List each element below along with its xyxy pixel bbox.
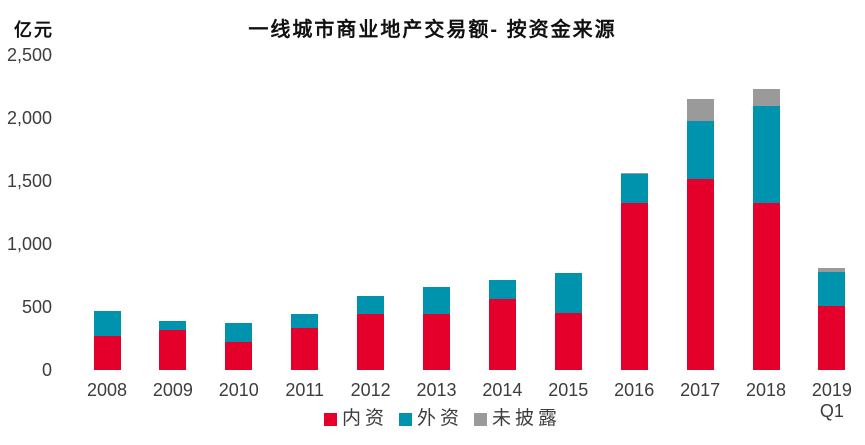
bar-2012: [357, 295, 385, 370]
x-tick-label: 2010: [218, 380, 259, 400]
bar-segment-domestic: [686, 178, 714, 370]
bar-2017: [686, 98, 714, 370]
x-tick-label: 2014: [482, 380, 523, 400]
bar-segment-foreign: [752, 106, 780, 203]
legend-label: 内资: [341, 408, 388, 429]
bar-segment-domestic: [620, 202, 648, 370]
bar-segment-foreign: [159, 320, 187, 330]
bar-2019-q1: [818, 267, 846, 370]
bar-2013: [423, 287, 450, 370]
x-tick-label: 2009: [152, 380, 193, 400]
bar-2016: [620, 172, 648, 370]
bar-2010: [225, 322, 253, 370]
bar-segment-domestic: [159, 329, 187, 370]
bar-2014: [488, 279, 516, 370]
legend-item-undisclosed: 未披露: [474, 408, 561, 430]
bar-2009: [159, 320, 187, 370]
legend: 内资 外资 未披露: [10, 408, 865, 430]
y-tick-label: 500: [21, 296, 52, 317]
bar-segment-foreign: [291, 314, 319, 328]
legend-label: 未披露: [492, 408, 562, 429]
bar-segment-domestic: [93, 335, 121, 370]
bar-2018: [752, 88, 780, 370]
legend-swatch-undisclosed: [474, 413, 487, 426]
bar-segment-foreign: [686, 121, 714, 179]
bar-segment-foreign: [93, 311, 121, 336]
x-tick-label: 2011: [285, 380, 325, 400]
x-tick-label: 2017: [680, 380, 721, 400]
legend-item-domestic: 内资: [323, 408, 388, 430]
bar-segment-domestic: [818, 306, 846, 370]
bar-segment-foreign: [357, 295, 385, 315]
bar-2011: [291, 314, 319, 370]
legend-label: 外资: [416, 408, 463, 429]
bar-segment-domestic: [225, 341, 253, 370]
bar-segment-foreign: [423, 287, 450, 315]
x-tick-label: 2016: [614, 380, 655, 400]
y-tick-label: 2,500: [6, 44, 52, 65]
bar-segment-foreign: [488, 279, 516, 299]
bar-segment-foreign: [620, 173, 648, 203]
bar-segment-undisclosed: [752, 88, 780, 107]
x-tick-label: 2018: [745, 380, 787, 400]
bar-segment-foreign: [225, 322, 253, 342]
bar-segment-domestic: [291, 327, 319, 370]
x-tick-label: 2012: [350, 380, 391, 400]
bar-segment-foreign: [554, 273, 582, 314]
bar-segment-foreign: [818, 271, 846, 307]
legend-swatch-foreign: [398, 413, 412, 426]
y-tick-label: 1,000: [6, 233, 52, 254]
y-tick-label: 2,000: [6, 107, 52, 128]
bar-segment-undisclosed: [620, 172, 648, 174]
bar-segment-domestic: [554, 313, 582, 370]
y-tick-label: 0: [41, 360, 52, 380]
x-tick-label: 2008: [86, 380, 128, 400]
x-tick-label: 2015: [548, 380, 589, 400]
bar-2015: [554, 273, 582, 370]
chart-title: 一线城市商业地产交易额- 按资金来源: [248, 19, 617, 41]
bar-2008: [93, 311, 121, 370]
bar-segment-undisclosed: [818, 267, 846, 272]
legend-swatch-domestic: [323, 413, 337, 426]
y-axis-unit-label: 亿元: [14, 20, 54, 40]
bar-segment-domestic: [752, 202, 780, 370]
x-tick-label: 2019 Q1: [811, 380, 852, 421]
bar-segment-domestic: [423, 314, 450, 370]
bar-segment-domestic: [357, 314, 385, 370]
bar-segment-domestic: [488, 298, 516, 370]
legend-item-foreign: 外资: [398, 408, 463, 430]
bar-segment-undisclosed: [686, 98, 714, 122]
y-tick-label: 1,500: [6, 170, 52, 191]
x-tick-label: 2013: [416, 380, 457, 400]
